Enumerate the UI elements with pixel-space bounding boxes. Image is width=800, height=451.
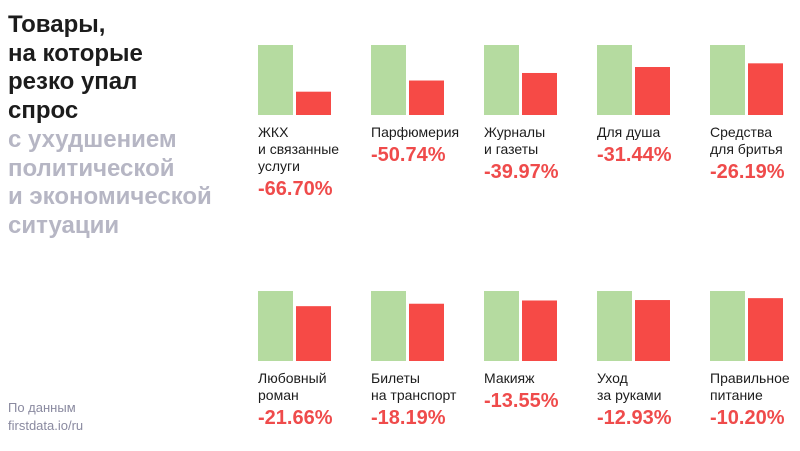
bar-before: [258, 291, 293, 361]
category-panel: Журналы и газеты -39.97%: [484, 23, 584, 205]
bar-before: [484, 45, 519, 115]
bar-pair: [371, 291, 444, 361]
bar-after: [296, 91, 331, 115]
chart-title: Товары, на которые резко упал спрос с ух…: [8, 11, 248, 240]
category-label: Для душа: [597, 124, 661, 140]
category-panel: Уход за руками -12.93%: [597, 269, 697, 451]
bar-after: [635, 67, 670, 115]
bar-after: [296, 306, 331, 361]
bar-before: [484, 291, 519, 361]
title-subtitle: с ухудшением политической и экономическо…: [8, 126, 212, 239]
category-label: Правильное питание: [710, 370, 790, 403]
bar-pair: [710, 291, 783, 361]
category-label: Любовный роман: [258, 370, 327, 403]
source-note: По данным firstdata.io/ru: [8, 400, 84, 433]
category-label: ЖКХ и связанные услуги: [258, 124, 340, 174]
bar-after: [409, 80, 444, 115]
bar-after: [522, 300, 557, 361]
category-panel: Билеты на транспорт -18.19%: [371, 269, 471, 451]
category-panel: Любовный роман -21.66%: [258, 269, 358, 451]
title-main: Товары, на которые резко упал спрос: [8, 11, 143, 124]
category-panel: Макияж -13.55%: [484, 269, 584, 451]
category-panel: Правильное питание -10.20%: [710, 269, 800, 451]
bar-pair: [258, 291, 331, 361]
bar-pair: [597, 291, 670, 361]
bar-before: [258, 45, 293, 115]
bar-pair: [258, 45, 331, 115]
category-label: Билеты на транспорт: [371, 370, 457, 403]
category-panel: Парфюмерия -50.74%: [371, 23, 471, 205]
category-label: Макияж: [484, 370, 535, 386]
bar-after: [522, 72, 557, 115]
change-value-label: -21.66%: [258, 407, 333, 429]
bar-before: [371, 45, 406, 115]
bar-after: [748, 63, 783, 115]
bar-pair: [371, 45, 444, 115]
bar-before: [710, 291, 745, 361]
change-value-label: -50.74%: [371, 144, 446, 166]
bar-pair: [597, 45, 670, 115]
category-panel: Средства для бритья -26.19%: [710, 23, 800, 205]
category-label: Средства для бритья: [710, 124, 783, 157]
change-value-label: -12.93%: [597, 407, 672, 429]
bar-before: [597, 45, 632, 115]
change-value-label: -18.19%: [371, 407, 446, 429]
bar-before: [597, 291, 632, 361]
change-value-label: -31.44%: [597, 144, 672, 166]
change-value-label: -66.70%: [258, 178, 333, 200]
bar-before: [371, 291, 406, 361]
change-value-label: -10.20%: [710, 407, 785, 429]
category-panel: ЖКХ и связанные услуги -66.70%: [258, 23, 358, 205]
bar-after: [635, 300, 670, 361]
category-label: Парфюмерия: [371, 124, 460, 140]
change-value-label: -39.97%: [484, 161, 559, 183]
category-label: Журналы и газеты: [484, 124, 546, 157]
change-value-label: -26.19%: [710, 161, 785, 183]
bar-before: [710, 45, 745, 115]
change-value-label: -13.55%: [484, 390, 559, 412]
bar-pair: [484, 291, 557, 361]
bar-pair: [710, 45, 783, 115]
category-label: Уход за руками: [597, 370, 662, 403]
category-panel: Для душа -31.44%: [597, 23, 697, 205]
bar-after: [409, 303, 444, 361]
bar-pair: [484, 45, 557, 115]
bar-after: [748, 298, 783, 361]
